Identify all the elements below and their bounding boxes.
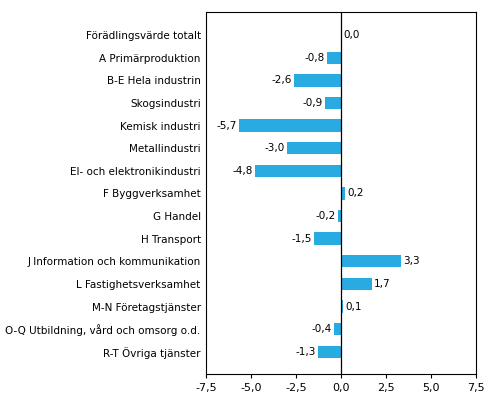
Bar [341,300,343,313]
Bar [341,187,345,200]
Bar [341,255,401,267]
Bar [314,233,341,245]
Text: -0,9: -0,9 [302,98,323,108]
Text: -1,5: -1,5 [292,234,312,244]
Text: 0,2: 0,2 [347,188,363,198]
Text: -3,0: -3,0 [265,143,285,153]
Text: -5,7: -5,7 [216,121,237,131]
Bar [327,52,341,64]
Text: -0,4: -0,4 [312,324,332,334]
Text: -2,6: -2,6 [272,75,292,85]
Bar [295,74,341,87]
Bar [239,119,341,132]
Text: -0,8: -0,8 [304,53,325,63]
Bar [338,210,341,222]
Bar [341,277,372,290]
Bar [287,142,341,154]
Text: -0,2: -0,2 [315,211,335,221]
Bar [255,165,341,177]
Text: 0,1: 0,1 [345,302,362,312]
Text: -4,8: -4,8 [232,166,253,176]
Text: 0,0: 0,0 [343,30,360,40]
Bar [318,346,341,358]
Text: 1,7: 1,7 [374,279,391,289]
Bar [325,97,341,109]
Text: -1,3: -1,3 [295,347,316,357]
Text: 3,3: 3,3 [403,256,419,266]
Bar [334,323,341,335]
